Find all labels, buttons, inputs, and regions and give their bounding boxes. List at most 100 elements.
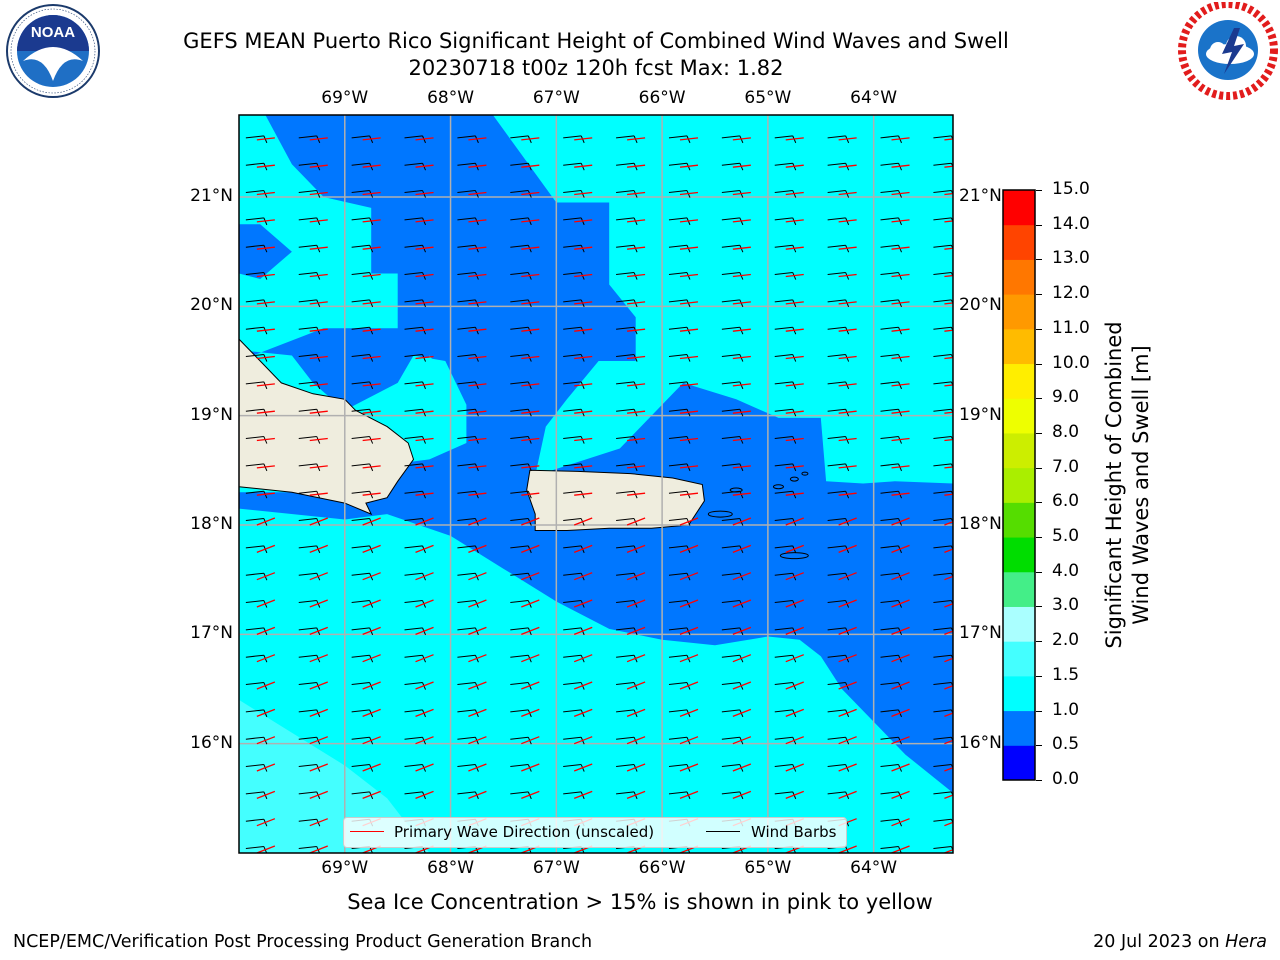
wind-barb bbox=[510, 381, 529, 385]
wind-barb bbox=[245, 162, 264, 166]
wave-direction-arrow bbox=[785, 626, 804, 635]
wind-barb bbox=[298, 654, 317, 658]
wave-direction-arrow bbox=[468, 492, 487, 496]
wave-direction-arrow bbox=[944, 138, 953, 141]
colorbar-tick-mark bbox=[1036, 641, 1042, 643]
lon-label-bottom: 68°W bbox=[427, 858, 475, 878]
wave-direction-arrow bbox=[415, 492, 434, 496]
wave-direction-arrow bbox=[362, 328, 381, 332]
wind-barb bbox=[721, 190, 740, 194]
wind-barb bbox=[880, 518, 899, 522]
small-island bbox=[789, 476, 799, 482]
wind-barb bbox=[457, 600, 476, 604]
wind-barb bbox=[774, 217, 793, 221]
wind-barb bbox=[457, 326, 476, 330]
wave-direction-arrow bbox=[256, 492, 275, 496]
legend-wave-swatch bbox=[350, 831, 384, 832]
wave-direction-arrow bbox=[362, 790, 381, 799]
wind-barb bbox=[933, 162, 952, 166]
legend-wave-label: Primary Wave Direction (unscaled) bbox=[394, 823, 655, 841]
wind-barb bbox=[668, 709, 688, 713]
wind-barb bbox=[827, 654, 846, 658]
wave-direction-arrow bbox=[415, 301, 434, 305]
wind-barb bbox=[563, 764, 582, 768]
wind-barb bbox=[404, 545, 423, 549]
wave-direction-arrow bbox=[309, 219, 328, 223]
colorbar-tick-label: 9.0 bbox=[1052, 387, 1080, 408]
wind-barb bbox=[721, 791, 740, 795]
wind-barb bbox=[563, 244, 582, 248]
wind-barb bbox=[933, 764, 952, 768]
wind-barb bbox=[774, 272, 793, 276]
wind-barb bbox=[774, 600, 793, 604]
wind-barb bbox=[880, 600, 899, 604]
wave-direction-arrow bbox=[521, 790, 540, 799]
wave-direction-arrow bbox=[309, 492, 328, 496]
wind-barb bbox=[245, 408, 264, 412]
wave-direction-arrow bbox=[362, 517, 381, 526]
wind-barb bbox=[298, 244, 317, 248]
wave-direction-arrow bbox=[944, 302, 953, 305]
wind-barb bbox=[245, 764, 264, 768]
wind-barb bbox=[563, 436, 582, 440]
wave-direction-arrow bbox=[627, 301, 646, 305]
wind-barb bbox=[616, 791, 635, 795]
wave-direction-arrow bbox=[573, 763, 593, 772]
hispaniola-land bbox=[239, 338, 415, 516]
wave-direction-arrow bbox=[521, 437, 540, 442]
wave-direction-arrow bbox=[627, 410, 646, 414]
wave-direction-arrow bbox=[679, 790, 699, 799]
wind-barb bbox=[245, 381, 264, 385]
wind-barb bbox=[563, 791, 582, 795]
wave-direction-arrow bbox=[679, 517, 699, 526]
wind-barb bbox=[457, 135, 476, 139]
wave-direction-arrow bbox=[838, 301, 857, 305]
wind-barb bbox=[298, 408, 317, 412]
wave-direction-arrow bbox=[732, 437, 751, 442]
wave-direction-arrow bbox=[627, 383, 646, 387]
colorbar-tick-label: 1.0 bbox=[1052, 699, 1080, 720]
wind-barb bbox=[245, 518, 264, 522]
wave-direction-arrow bbox=[838, 383, 857, 387]
wave-direction-arrow bbox=[415, 465, 434, 469]
wave-direction-arrow bbox=[944, 329, 953, 332]
wind-barb bbox=[827, 518, 846, 522]
wave-direction-arrow bbox=[256, 355, 275, 360]
wind-barb bbox=[933, 381, 952, 385]
wind-barb bbox=[245, 545, 264, 549]
colorbar-tick-label: 11.0 bbox=[1052, 317, 1090, 338]
wave-direction-arrow bbox=[415, 599, 434, 608]
wind-barb bbox=[351, 791, 370, 795]
footer-date: 20 Jul 2023 on Hera bbox=[1093, 932, 1267, 952]
wind-barb bbox=[880, 463, 899, 467]
wind-barb bbox=[510, 299, 529, 303]
wave-direction-arrow bbox=[521, 301, 540, 305]
wave-direction-arrow bbox=[574, 410, 593, 414]
wind-barb bbox=[668, 162, 688, 166]
wave-direction-arrow bbox=[891, 246, 910, 250]
wave-direction-arrow bbox=[256, 383, 275, 387]
wind-barb bbox=[827, 545, 846, 549]
wind-barb bbox=[563, 190, 582, 194]
wave-direction-arrow bbox=[838, 572, 857, 581]
wave-direction-arrow bbox=[627, 246, 646, 250]
wind-barb bbox=[298, 436, 317, 440]
wind-barb bbox=[668, 627, 688, 631]
wave-direction-arrow bbox=[573, 654, 593, 663]
wind-barb bbox=[880, 135, 899, 139]
wave-direction-arrow bbox=[838, 681, 857, 690]
wave-direction-arrow bbox=[732, 790, 752, 799]
wave-direction-arrow bbox=[468, 572, 487, 581]
wave-direction-arrow bbox=[256, 301, 275, 305]
wave-direction-arrow bbox=[785, 273, 804, 278]
wave-direction-arrow bbox=[362, 654, 381, 663]
wind-barb bbox=[616, 436, 635, 440]
wave-direction-arrow bbox=[521, 681, 540, 690]
wave-direction-arrow bbox=[838, 465, 857, 469]
wind-barb bbox=[298, 162, 317, 166]
wind-barb bbox=[563, 736, 582, 740]
wind-barb bbox=[774, 682, 793, 686]
wave-direction-arrow bbox=[415, 164, 434, 168]
wind-barb bbox=[721, 736, 740, 740]
wind-barb bbox=[457, 299, 476, 303]
